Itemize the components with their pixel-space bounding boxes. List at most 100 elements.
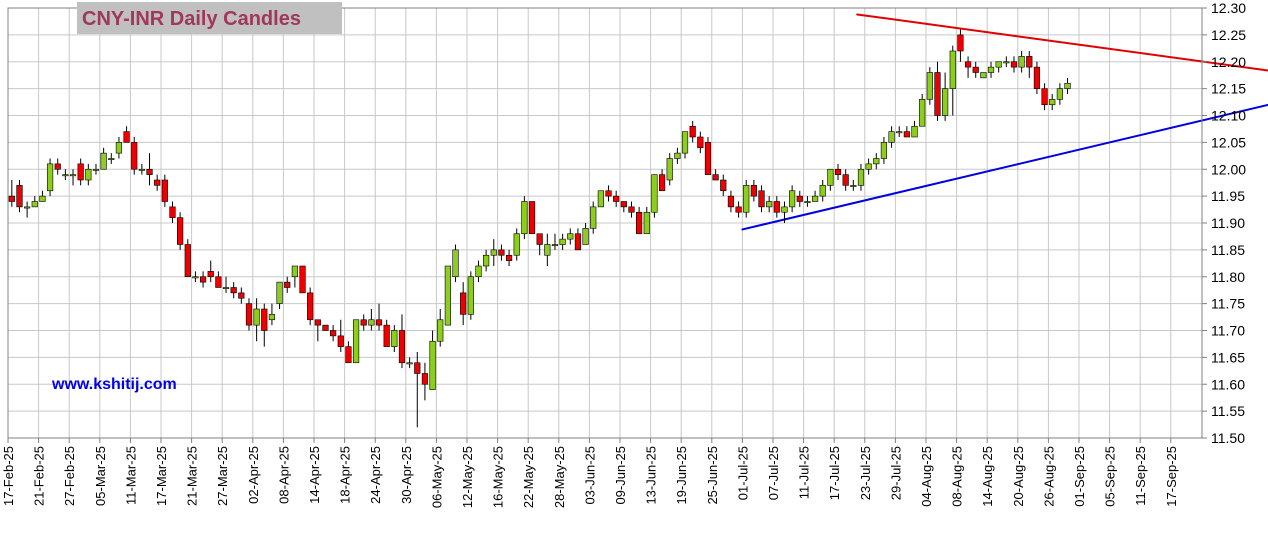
candle <box>689 120 696 143</box>
candle <box>949 45 956 116</box>
x-tick-label: 01-Jul-25 <box>735 446 750 500</box>
candle <box>796 190 803 207</box>
candle <box>758 185 765 213</box>
candle-body <box>39 195 46 202</box>
candle <box>926 67 933 105</box>
candle-body <box>69 174 77 177</box>
candle-body <box>77 163 84 181</box>
x-tick-label: 11-Sep-25 <box>1133 446 1148 506</box>
candle <box>620 201 627 213</box>
candle <box>827 168 834 191</box>
y-tick-label: 12.25 <box>1211 27 1246 43</box>
candle-body <box>666 158 673 181</box>
candle-body <box>766 201 773 208</box>
candle-body <box>620 201 627 208</box>
candle <box>421 362 429 401</box>
candle <box>919 94 926 127</box>
candle-body <box>528 201 536 235</box>
candle <box>161 174 168 207</box>
candle-body <box>452 249 459 278</box>
candle <box>681 131 689 159</box>
candle <box>987 61 995 78</box>
candle-body <box>299 265 306 294</box>
y-tick-label: 12.15 <box>1211 81 1246 97</box>
candle-body <box>330 330 337 337</box>
candle <box>360 314 367 331</box>
candle-body <box>743 185 750 213</box>
candle <box>651 174 658 218</box>
candle-body <box>1064 82 1071 89</box>
candle-body <box>100 152 107 170</box>
candle <box>375 303 383 331</box>
candle <box>1033 61 1041 94</box>
candle-body <box>437 319 444 342</box>
candle-body <box>1018 56 1025 68</box>
trendline <box>856 13 1268 72</box>
candle <box>628 201 635 218</box>
candle-body <box>658 174 666 192</box>
y-tick-label: 11.50 <box>1211 430 1245 446</box>
candle-body <box>574 233 582 251</box>
y-axis: 11.50 11.55 11.60 11.65 11.70 11.75 11.80 11.85… <box>1202 0 1246 446</box>
candle-body <box>934 72 941 116</box>
candle-body <box>398 330 406 364</box>
candle <box>636 206 643 235</box>
x-tick-label: 26-Aug-25 <box>1041 446 1056 507</box>
candle-body <box>636 211 643 235</box>
candle-body <box>85 168 92 181</box>
candle-body <box>1010 61 1018 68</box>
candle-body <box>1056 88 1063 100</box>
candle-body <box>352 319 360 364</box>
x-tick-label: 28-May-25 <box>552 446 567 508</box>
candle-body <box>842 174 849 186</box>
x-tick-label: 21-Mar-25 <box>185 446 200 506</box>
x-tick-label: 05-Mar-25 <box>93 446 108 506</box>
candle <box>177 212 184 250</box>
candle-body <box>375 319 383 326</box>
x-tick-label: 16-May-25 <box>491 446 506 508</box>
x-tick-label: 13-Jun-25 <box>644 446 659 505</box>
candle <box>192 271 199 283</box>
candle <box>77 158 84 186</box>
candle <box>352 319 360 364</box>
candle-body <box>383 324 390 347</box>
candle <box>903 126 910 138</box>
candle-body <box>834 168 842 175</box>
candle-body <box>597 190 604 208</box>
candle-body <box>789 190 796 208</box>
candle-body <box>475 265 482 278</box>
x-tick-label: 02-Apr-25 <box>246 446 261 504</box>
candle <box>131 137 138 175</box>
candle <box>452 244 459 283</box>
candle <box>92 163 100 175</box>
x-tick-label: 24-Apr-25 <box>368 446 383 504</box>
candle-body <box>1026 56 1033 68</box>
x-tick-label: 20-Aug-25 <box>1011 446 1026 507</box>
candle-body <box>972 66 979 73</box>
candle-body <box>1049 99 1056 106</box>
x-tick-label: 05-Sep-25 <box>1103 446 1118 507</box>
candle-body <box>138 168 145 171</box>
candle-body <box>995 61 1002 68</box>
candle-body <box>605 190 612 197</box>
candle-body <box>827 168 834 186</box>
candles <box>8 29 1071 428</box>
candle-body <box>291 265 298 278</box>
x-tick-label: 21-Feb-25 <box>32 446 47 506</box>
candle <box>123 126 130 143</box>
candle-body <box>781 206 788 213</box>
candle <box>146 153 153 186</box>
candle-body <box>896 131 903 134</box>
chart-title: CNY-INR Daily Candles <box>82 8 301 30</box>
candle-body <box>131 142 138 170</box>
candle <box>1064 77 1071 94</box>
candle <box>720 174 727 197</box>
candle <box>444 265 451 326</box>
candle-body <box>750 185 757 197</box>
y-tick-label: 11.80 <box>1211 269 1245 285</box>
candle <box>957 29 964 62</box>
watermark-link[interactable]: www.kshitij.com <box>51 376 177 393</box>
candle-body <box>414 362 421 374</box>
candle-body <box>184 244 191 278</box>
candle-body <box>613 195 620 202</box>
